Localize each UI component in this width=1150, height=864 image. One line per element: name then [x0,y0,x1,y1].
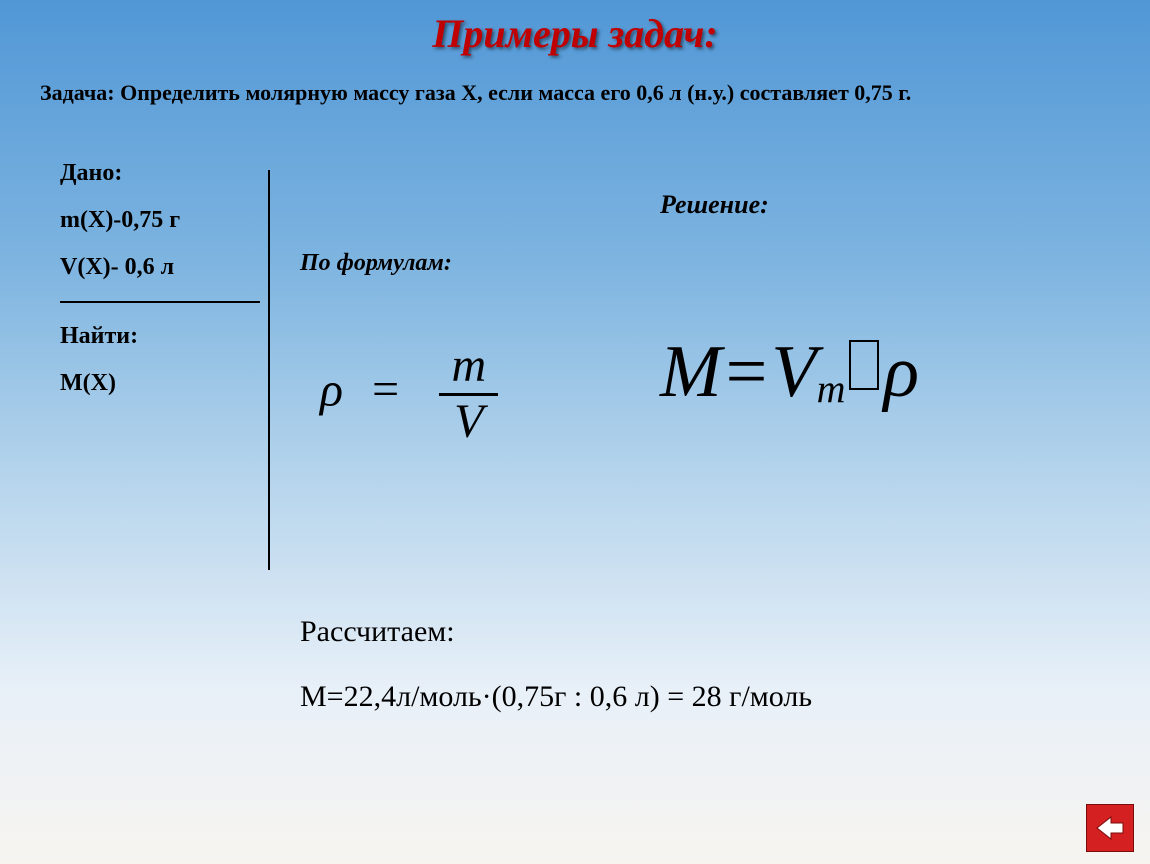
page-title: Примеры задач: [0,10,1150,57]
problem-statement: Задача: Определить молярную массу газа Х… [40,80,1110,106]
placeholder-box-icon [849,340,879,390]
formula-density: ρ = m V [320,340,498,449]
arrow-left-icon [1093,811,1127,845]
rho-symbol-2: ρ [883,331,919,413]
given-block: Дано: m(X)-0,75 г V(X)- 0,6 л Найти: M(X… [60,160,250,397]
V-subscript: m [817,366,846,411]
calculation-label: Рассчитаем: [300,615,455,649]
rho-symbol: ρ [320,363,343,416]
formula-molar-mass: M=Vmρ [660,330,919,415]
calculation-line: М=22,4л/моль·(0,75г : 0,6 л) = 28 г/моль [300,680,812,714]
find-label: Найти: [60,323,250,350]
M-symbol: M [660,331,722,413]
fraction-numerator: m [439,340,498,396]
V-symbol: V [771,331,816,413]
find-line-0: M(X) [60,370,250,397]
formulas-label: По формулам: [300,250,452,277]
vertical-divider [268,170,270,570]
solution-label: Решение: [660,190,769,220]
equals-sign-2: = [726,331,768,413]
back-badge[interactable] [1086,804,1134,852]
given-divider [60,301,260,303]
fraction-denominator: V [439,396,498,449]
equals-sign: = [369,363,401,416]
fraction: m V [439,340,498,449]
given-label: Дано: [60,160,250,187]
given-line-0: m(X)-0,75 г [60,207,250,234]
given-line-1: V(X)- 0,6 л [60,254,250,281]
